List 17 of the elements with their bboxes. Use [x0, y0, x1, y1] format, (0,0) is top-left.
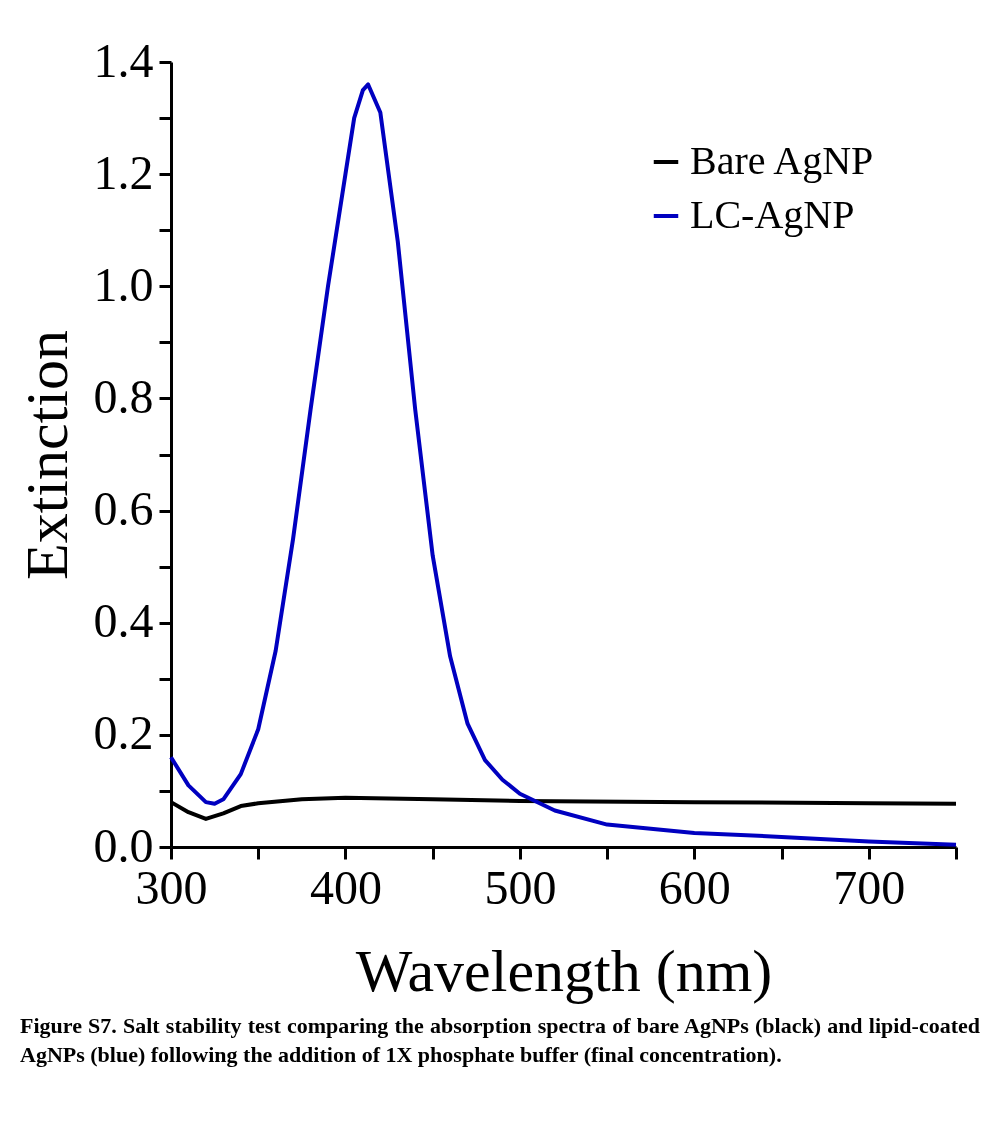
legend-label: LC-AgNP [690, 192, 855, 237]
x-tick-label: 400 [309, 860, 382, 914]
y-axis-title: Extinction [13, 330, 80, 580]
y-tick-label: 0.4 [93, 594, 154, 648]
y-tick-label: 1.0 [93, 257, 154, 311]
x-tick-label: 600 [658, 860, 731, 914]
x-tick-label: 500 [484, 860, 557, 914]
y-tick-label: 0.6 [93, 482, 154, 536]
y-tick-label: 0.2 [93, 706, 154, 760]
y-tick-label: 0.8 [93, 369, 154, 423]
x-tick-label: 700 [833, 860, 906, 914]
y-tick-label: 1.4 [93, 33, 154, 87]
x-axis-title: Wavelength (nm) [355, 937, 773, 1004]
legend-label: Bare AgNP [690, 138, 874, 183]
caption: Figure S7. Salt stability test comparing the absorption spectra of bare AgNPs (black) and lipid-coated AgNPs (blue) following the addition of 1X phosphate buffer (final concentration). [20, 1012, 980, 1069]
y-tick-label: 1.2 [93, 145, 154, 199]
y-tick-label: 0.0 [93, 818, 154, 872]
